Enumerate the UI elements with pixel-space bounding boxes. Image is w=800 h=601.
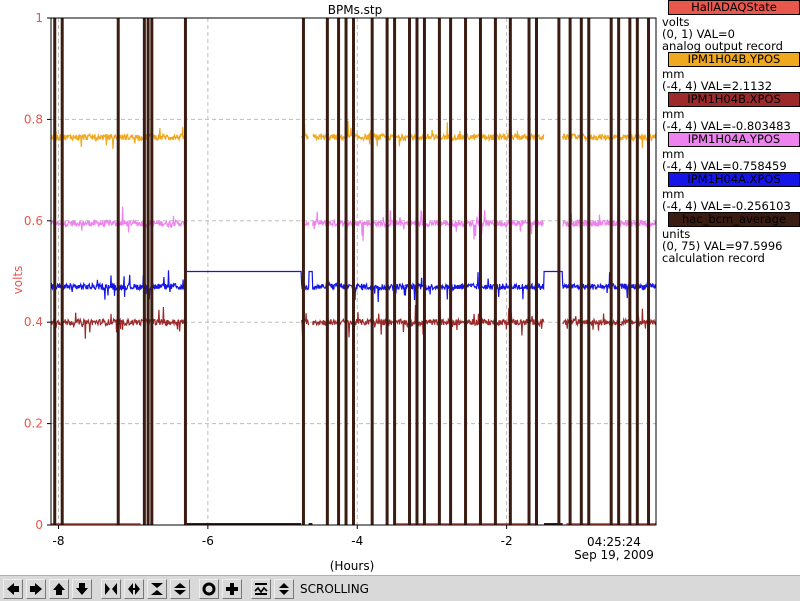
legend-value: VAL=0: [696, 27, 735, 41]
legend-units: mm: [662, 147, 685, 161]
legend-range-value: (-4, 4) VAL=-0.803483: [662, 120, 800, 132]
scroll-mode-button[interactable]: [251, 578, 271, 599]
zoom-out-horizontal-icon: [128, 582, 140, 595]
legend-range-value: (-4, 4) VAL=2.1132: [662, 80, 800, 92]
x-axis-label: (Hours): [330, 559, 375, 573]
end-time-label: 04:25:24: [587, 535, 641, 549]
legend-series-name[interactable]: IPM1H04A.XPOS: [668, 172, 800, 187]
pan-down-button[interactable]: [72, 578, 92, 599]
scroll-waveform-icon: [254, 582, 268, 595]
legend-units: units: [662, 227, 691, 241]
legend-units: mm: [662, 187, 685, 201]
x-tick-label: -4: [351, 534, 363, 548]
legend-range: (-4, 4): [662, 199, 698, 213]
pan-left-button[interactable]: [3, 578, 23, 599]
end-date-label: Sep 19, 2009: [574, 548, 654, 562]
zoom-out-vertical-icon: [174, 582, 186, 595]
x-tick-label: -2: [501, 534, 513, 548]
y-tick-label: 0: [35, 518, 43, 532]
toggle-scroll-button[interactable]: [274, 578, 294, 599]
legend-value: VAL=2.1132: [700, 79, 773, 93]
legend-range: (0, 1): [662, 27, 693, 41]
legend-note: analog output record: [662, 39, 783, 53]
x-tick-label: -8: [52, 534, 64, 548]
zoom-in-x-button[interactable]: [101, 578, 121, 599]
circle-icon: [202, 582, 216, 595]
zoom-in-vertical-icon: [151, 582, 163, 595]
legend-series-name[interactable]: IPM1H04B.YPOS: [668, 52, 800, 67]
toolbar: SCROLLING: [0, 575, 800, 601]
arrow-down-icon: [76, 582, 88, 595]
legend-entry[interactable]: IPM1H04B.XPOS mm (-4, 4) VAL=-0.803483: [662, 92, 800, 132]
arrow-up-icon: [53, 582, 65, 595]
legend-series-name[interactable]: HallADAQState: [668, 0, 800, 15]
legend-value: VAL=-0.803483: [700, 119, 791, 133]
zoom-out-y-button[interactable]: [170, 578, 190, 599]
mode-label: SCROLLING: [300, 581, 369, 596]
legend-entry[interactable]: IPM1H04B.YPOS mm (-4, 4) VAL=2.1132: [662, 52, 800, 92]
legend-series-name[interactable]: IPM1H04B.XPOS: [668, 92, 800, 107]
zoom-reset-button[interactable]: [199, 578, 219, 599]
add-plot-button[interactable]: [222, 578, 242, 599]
legend-units: mm: [662, 107, 685, 121]
zoom-out-x-button[interactable]: [124, 578, 144, 599]
y-tick-label: 0.8: [24, 112, 43, 126]
zoom-in-y-button[interactable]: [147, 578, 167, 599]
legend-range-value: (0, 1) VAL=0: [662, 28, 800, 40]
zoom-in-horizontal-icon: [105, 582, 117, 595]
legend-range-value: (-4, 4) VAL=0.758459: [662, 160, 800, 172]
legend-range: (-4, 4): [662, 159, 698, 173]
y-axis-label: volts: [11, 266, 25, 295]
legend-series-name[interactable]: IPM1H04A.YPOS: [668, 132, 800, 147]
y-tick-label: 1: [35, 11, 43, 25]
legend-note: calculation record: [662, 251, 765, 265]
legend-range-value: (0, 75) VAL=97.5996: [662, 240, 800, 252]
scroll-arrows-icon: [279, 582, 289, 595]
y-tick-label: 0.4: [24, 315, 43, 329]
legend-series-name[interactable]: hac_bcm_average: [668, 212, 800, 227]
chart-title: BPMs.stp: [328, 3, 382, 17]
legend-entry[interactable]: HallADAQState volts (0, 1) VAL=0 analog …: [662, 0, 800, 52]
legend-value: VAL=0.758459: [700, 159, 787, 173]
legend-units: mm: [662, 67, 685, 81]
legend-range-value: (-4, 4) VAL=-0.256103: [662, 200, 800, 212]
legend-range: (-4, 4): [662, 79, 698, 93]
legend-value: VAL=97.5996: [703, 239, 783, 253]
arrow-left-icon: [7, 582, 19, 595]
legend-range: (-4, 4): [662, 119, 698, 133]
legend: HallADAQState volts (0, 1) VAL=0 analog …: [662, 0, 800, 264]
plus-icon: [226, 582, 238, 595]
pan-right-button[interactable]: [26, 578, 46, 599]
legend-entry[interactable]: IPM1H04A.XPOS mm (-4, 4) VAL=-0.256103: [662, 172, 800, 212]
legend-entry[interactable]: IPM1H04A.YPOS mm (-4, 4) VAL=0.758459: [662, 132, 800, 172]
plot-frame: [50, 17, 657, 526]
arrow-right-icon: [30, 582, 42, 595]
legend-range: (0, 75): [662, 239, 701, 253]
y-tick-label: 0.6: [24, 214, 43, 228]
pan-up-button[interactable]: [49, 578, 69, 599]
legend-entry[interactable]: hac_bcm_average units (0, 75) VAL=97.599…: [662, 212, 800, 264]
y-tick-label: 0.2: [24, 417, 43, 431]
legend-value: VAL=-0.256103: [700, 199, 791, 213]
legend-units: volts: [662, 15, 690, 29]
x-tick-label: -6: [202, 534, 214, 548]
